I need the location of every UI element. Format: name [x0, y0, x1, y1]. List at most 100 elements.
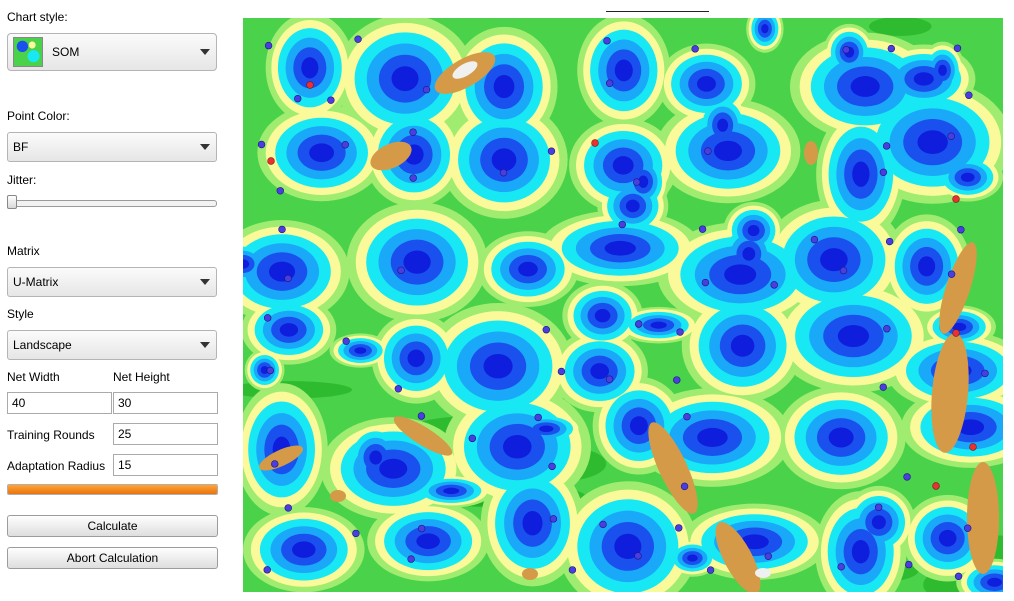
- progress-fill: [8, 485, 217, 494]
- terrain-basin: [650, 321, 667, 329]
- point-color-value: BF: [13, 140, 29, 154]
- terrain-basin: [828, 427, 854, 448]
- data-point: [605, 79, 614, 87]
- terrain-basin: [379, 458, 408, 479]
- data-point: [257, 140, 266, 149]
- point-color-combo[interactable]: BF: [7, 132, 217, 162]
- adaptation-radius-input[interactable]: 15: [113, 454, 218, 476]
- terrain-basin: [852, 161, 870, 187]
- terrain-peak: [804, 141, 818, 165]
- terrain-basin: [354, 347, 367, 354]
- som-landscape-canvas[interactable]: [243, 18, 1003, 592]
- data-point: [953, 44, 962, 52]
- data-point: [276, 187, 284, 195]
- data-point: [885, 237, 894, 246]
- data-point: [704, 147, 712, 155]
- terrain-basin: [625, 199, 640, 213]
- jitter-slider[interactable]: [7, 200, 217, 207]
- terrain-basin: [369, 450, 383, 465]
- chart-style-label: Chart style:: [7, 10, 68, 24]
- terrain-basin: [407, 349, 425, 368]
- terrain-basin: [502, 434, 532, 459]
- style-value: Landscape: [13, 338, 72, 352]
- data-point: [499, 168, 508, 177]
- data-point: [879, 383, 887, 391]
- terrain-basin: [697, 427, 728, 448]
- net-height-input[interactable]: 30: [113, 392, 218, 414]
- data-point: [675, 524, 683, 532]
- matrix-combo[interactable]: U-Matrix: [7, 267, 217, 297]
- terrain-basin: [938, 529, 957, 547]
- data-point-highlight: [932, 482, 940, 490]
- data-point: [417, 412, 426, 420]
- data-point: [810, 235, 819, 244]
- matrix-label: Matrix: [7, 244, 40, 258]
- data-point: [837, 563, 845, 571]
- data-point: [605, 375, 614, 383]
- terrain-basin: [428, 537, 439, 546]
- terrain-basin: [837, 325, 870, 348]
- terrain-basin: [443, 487, 460, 495]
- terrain-basin: [952, 322, 967, 332]
- data-point: [394, 385, 403, 393]
- data-point: [266, 366, 275, 375]
- terrain-basin: [292, 541, 316, 558]
- terrain-basin: [614, 533, 642, 560]
- data-point: [422, 85, 431, 94]
- data-point: [676, 328, 684, 336]
- chevron-down-icon: [200, 144, 210, 150]
- terrain-peak: [393, 416, 453, 456]
- chart-style-combo[interactable]: SOM: [7, 33, 217, 71]
- jitter-slider-thumb[interactable]: [7, 195, 17, 209]
- data-point: [341, 141, 349, 149]
- terrain-snow-cap: [755, 568, 771, 578]
- data-point: [354, 35, 362, 43]
- terrain-basin: [687, 554, 698, 562]
- terrain-basin: [539, 425, 554, 433]
- data-point: [271, 460, 279, 468]
- data-point: [698, 225, 707, 233]
- data-point: [557, 367, 566, 376]
- data-point-highlight: [952, 329, 960, 337]
- terrain-basin: [483, 353, 513, 379]
- data-point: [691, 45, 699, 53]
- terrain-basin: [724, 264, 757, 285]
- data-point: [568, 566, 577, 574]
- terrain-basin: [717, 118, 729, 132]
- terrain-basin: [957, 419, 985, 436]
- data-point: [680, 482, 689, 491]
- data-point: [764, 552, 772, 560]
- terrain-basin: [820, 248, 848, 272]
- terrain-basin: [594, 309, 611, 323]
- som-landscape-map[interactable]: [243, 18, 1003, 592]
- data-point: [534, 413, 542, 422]
- terrain-basin: [522, 510, 543, 536]
- data-point: [263, 566, 271, 574]
- data-point: [263, 314, 272, 322]
- data-point: [954, 572, 963, 581]
- terrain-basin: [917, 130, 948, 155]
- data-point: [294, 94, 302, 103]
- abort-calculation-button[interactable]: Abort Calculation: [7, 547, 218, 569]
- data-point: [633, 178, 641, 186]
- data-point-highlight: [267, 157, 275, 165]
- data-point: [905, 560, 913, 569]
- training-rounds-input[interactable]: 25: [113, 423, 218, 445]
- net-width-input[interactable]: 40: [7, 392, 112, 414]
- data-point: [264, 41, 273, 50]
- terrain-basin: [761, 24, 769, 34]
- style-combo[interactable]: Landscape: [7, 330, 217, 360]
- data-point: [706, 566, 715, 574]
- data-point: [947, 132, 955, 140]
- terrain-basin: [987, 577, 1003, 587]
- data-point: [352, 529, 360, 538]
- terrain-peak: [522, 568, 538, 580]
- data-point: [549, 515, 558, 523]
- terrain-basin: [612, 156, 634, 175]
- terrain-peak: [939, 242, 977, 334]
- terrain-basin: [279, 323, 299, 337]
- calculate-button[interactable]: Calculate: [7, 515, 218, 537]
- terrain-basin: [938, 64, 947, 76]
- data-point: [981, 369, 989, 378]
- data-point: [417, 524, 426, 533]
